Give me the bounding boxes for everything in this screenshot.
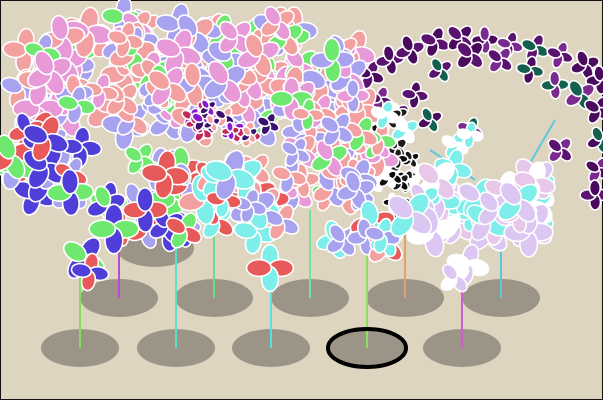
pinwheel-flower bbox=[260, 5, 295, 41]
pinwheel-flower bbox=[417, 107, 443, 133]
pinwheel-flower bbox=[203, 114, 221, 133]
pinwheel-flower bbox=[155, 28, 202, 76]
pinwheel-flower bbox=[579, 179, 603, 211]
pinwheel-flower bbox=[427, 57, 453, 83]
pinwheel-flower bbox=[199, 99, 217, 117]
plant-flowers bbox=[0, 0, 603, 293]
pinwheel-flower bbox=[487, 47, 513, 73]
pinwheel-flower bbox=[256, 112, 280, 136]
pinwheel-flower bbox=[204, 149, 256, 201]
pinwheel-flower bbox=[584, 96, 603, 124]
pinwheel-flower bbox=[520, 33, 550, 63]
pinwheel-flower bbox=[374, 44, 406, 76]
pinwheel-flower bbox=[394, 34, 426, 66]
pinwheel-flower bbox=[70, 252, 110, 292]
pinwheel-flower bbox=[515, 55, 545, 85]
pinwheel-flower bbox=[370, 100, 400, 130]
pinwheel-flower bbox=[46, 168, 95, 217]
pinwheel-flower bbox=[292, 98, 325, 131]
pinwheel-flower bbox=[387, 192, 433, 238]
pinwheel-flower bbox=[218, 20, 252, 54]
pinwheel-flower bbox=[165, 212, 202, 249]
pinwheel-flower bbox=[364, 217, 401, 254]
pinwheel-flower bbox=[400, 80, 430, 110]
pinwheel-flower bbox=[107, 21, 144, 58]
pinwheel-flower bbox=[245, 243, 295, 293]
pinwheel-flower bbox=[22, 115, 69, 162]
pinwheel-flower bbox=[309, 37, 355, 83]
pinwheel-flower bbox=[263, 204, 300, 241]
pinwheel-flower bbox=[83, 73, 119, 110]
pinwheel-flower bbox=[57, 85, 96, 125]
pinwheel-flower bbox=[391, 116, 419, 144]
pinwheel-flower bbox=[570, 50, 600, 80]
pinwheel-flower bbox=[336, 170, 376, 210]
pinwheel-flower bbox=[336, 78, 371, 113]
pinwheel-flower bbox=[586, 126, 603, 154]
pinwheel-flower bbox=[584, 156, 603, 184]
pinwheel-flower bbox=[122, 187, 169, 233]
pinwheel-flower bbox=[140, 150, 190, 200]
pinwheel-flower bbox=[203, 60, 247, 104]
pinwheel-flower bbox=[419, 26, 451, 58]
pinwheel-flower bbox=[540, 70, 570, 100]
pinwheel-flower bbox=[456, 121, 484, 149]
pinwheel-flower bbox=[497, 181, 539, 223]
pinwheel-flower bbox=[240, 125, 258, 144]
pinwheel-flower bbox=[220, 121, 241, 141]
pinwheel-flower bbox=[320, 112, 354, 147]
pinwheel-flower bbox=[456, 41, 484, 69]
pinwheel-flower bbox=[564, 79, 596, 111]
pinwheel-flower bbox=[546, 41, 574, 69]
pinwheel-flower bbox=[147, 66, 188, 106]
pinwheel-flower bbox=[440, 263, 470, 293]
pinwheel-flower bbox=[27, 50, 72, 95]
selected-plot-ring[interactable] bbox=[326, 327, 408, 369]
pinwheel-flower bbox=[88, 203, 140, 255]
pinwheel-flower bbox=[214, 107, 235, 128]
pinwheel-flower bbox=[281, 137, 311, 167]
pinwheel-flower bbox=[547, 137, 573, 163]
pinwheel-flower bbox=[236, 33, 280, 77]
